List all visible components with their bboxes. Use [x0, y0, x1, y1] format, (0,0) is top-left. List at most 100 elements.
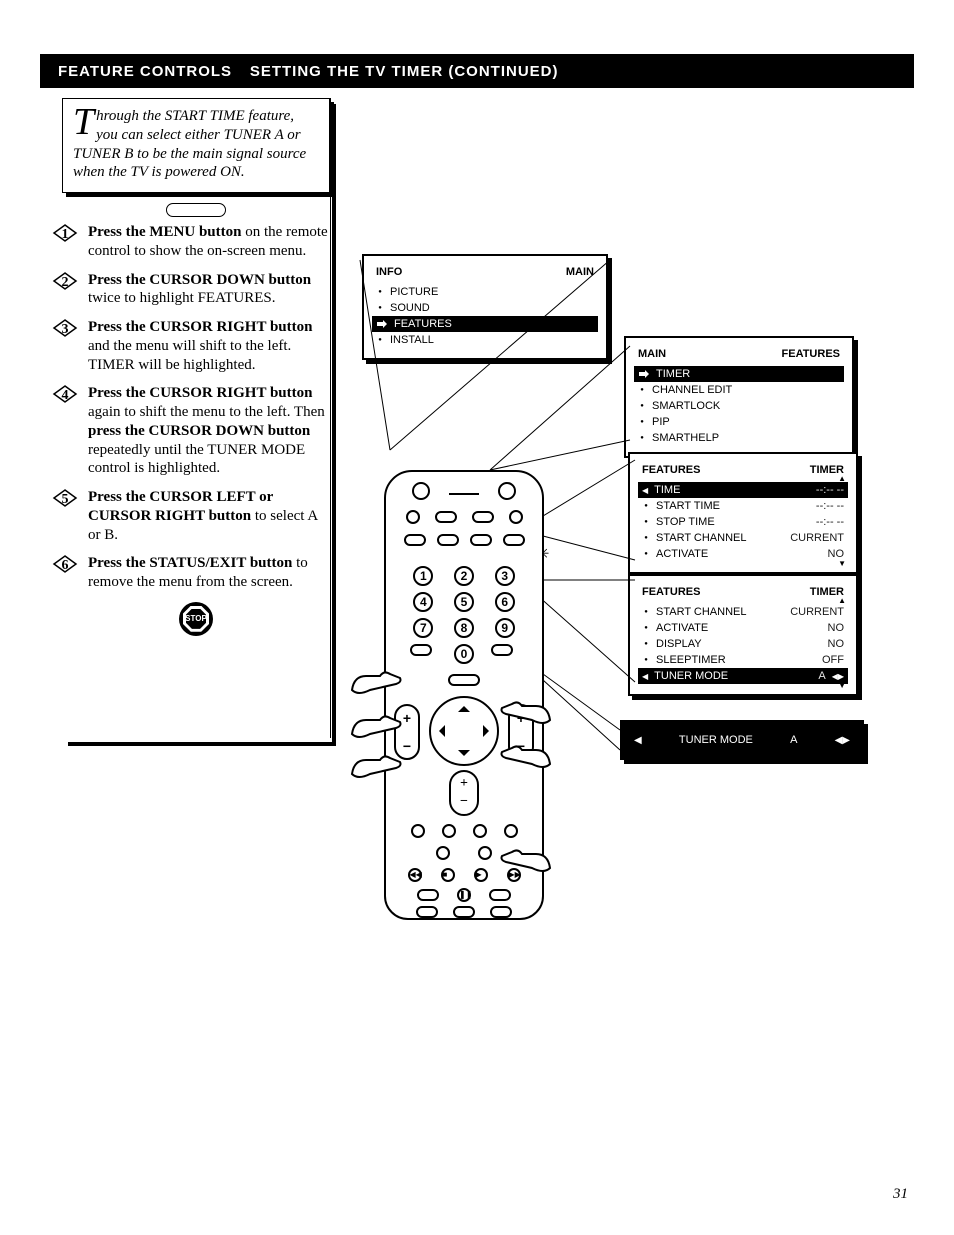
page-number: 31 — [893, 1186, 908, 1203]
osd-item: ●START CHANNELCURRENT — [642, 530, 844, 546]
osd-item: ●INSTALL — [376, 332, 594, 348]
intro-dropcap: T — [73, 107, 96, 137]
remote-btn[interactable] — [509, 510, 523, 524]
osd-timer-menu: FEATURES TIMER ▲ ◀ TIME --:-- -- ●START … — [628, 452, 858, 574]
step-text: again to shift the menu to the left. The… — [88, 404, 325, 420]
remote-btn[interactable] — [472, 511, 494, 523]
remote-btn[interactable] — [490, 906, 512, 918]
osd-item-selected: ◀ TIME --:-- -- — [638, 482, 848, 498]
pause-icon[interactable]: ❚❚ — [457, 888, 471, 902]
osd-item: ●SMARTHELP — [638, 430, 840, 446]
remote-btn[interactable] — [470, 534, 492, 546]
final-value: A — [790, 734, 797, 746]
scroll-up-icon: ▲ — [838, 596, 846, 605]
remote-key[interactable]: 7 — [413, 618, 433, 638]
remote-btn[interactable] — [406, 510, 420, 524]
step-6: 6 Press the STATUS/EXIT button to remove… — [62, 554, 330, 592]
remote-btn[interactable] — [435, 511, 457, 523]
step-number-icon: 5 — [52, 489, 78, 507]
remote-btn[interactable] — [498, 482, 516, 500]
osd-item: ●START TIME--:-- -- — [642, 498, 844, 514]
remote-keypad: 1 2 3 4 5 6 7 8 9 0 — [410, 566, 518, 664]
remote-btn[interactable] — [437, 534, 459, 546]
osd-left-label: FEATURES — [642, 586, 700, 598]
cursor-up-icon[interactable] — [458, 700, 470, 712]
remote-key[interactable]: 5 — [454, 592, 474, 612]
leftcol-rule — [330, 98, 331, 738]
remote-btn[interactable] — [503, 534, 525, 546]
divider-pill — [166, 203, 226, 217]
remote-btn[interactable] — [411, 824, 425, 838]
osd-item: ●CHANNEL EDIT — [638, 382, 840, 398]
step-number-icon: 2 — [52, 272, 78, 290]
remote-btn[interactable] — [504, 824, 518, 838]
step-bold: Press the CURSOR LEFT or CURSOR RIGHT bu… — [88, 489, 273, 524]
osd-item: ●STOP TIME--:-- -- — [642, 514, 844, 530]
scroll-down-icon: ▼ — [838, 681, 846, 690]
osd-timer-menu-scrolled: FEATURES TIMER ▲ ●START CHANNELCURRENT ●… — [628, 574, 858, 696]
remote-btn[interactable] — [412, 482, 430, 500]
remote-center-rocker[interactable]: +− — [449, 770, 479, 816]
stop-transport-icon[interactable]: ■ — [441, 868, 455, 882]
final-label: TUNER MODE — [679, 734, 753, 746]
cursor-right-icon[interactable] — [483, 725, 495, 737]
remote-key[interactable]: 9 — [495, 618, 515, 638]
arrow-left-icon: ◀ — [634, 735, 642, 746]
remote-key[interactable]: 3 — [495, 566, 515, 586]
step-3: 3 Press the CURSOR RIGHT button and the … — [62, 318, 330, 374]
play-icon[interactable]: ▶ — [474, 868, 488, 882]
step-bold: Press the CURSOR DOWN button — [88, 272, 311, 288]
remote-vol-rocker[interactable]: +− — [508, 704, 534, 760]
page-corner-icon — [874, 56, 908, 86]
page-banner: FEATURE CONTROLS SETTING THE TV TIMER (C… — [40, 54, 914, 88]
remote-dpad[interactable] — [429, 696, 499, 766]
osd-item: ●ACTIVATENO — [642, 546, 844, 562]
remote-key[interactable]: 2 — [454, 566, 474, 586]
remote-btn[interactable] — [436, 846, 450, 860]
remote-key[interactable] — [491, 644, 513, 656]
remote-key[interactable]: 4 — [413, 592, 433, 612]
svg-text:2: 2 — [62, 275, 69, 290]
stop-badge-wrap: STOP — [62, 602, 330, 641]
osd-item: ●SMARTLOCK — [638, 398, 840, 414]
remote-key[interactable] — [410, 644, 432, 656]
osd-left-label: FEATURES — [642, 464, 700, 476]
osd-left-label: INFO — [376, 266, 402, 278]
step-number-icon: 3 — [52, 319, 78, 337]
intro-text: hrough the START TIME feature, you can s… — [73, 108, 306, 180]
osd-final-strip: ◀ TUNER MODE A ◀▶ — [620, 720, 864, 760]
step-number-icon: 1 — [52, 224, 78, 242]
ffwd-icon[interactable]: ▶▶ — [507, 868, 521, 882]
remote-key[interactable]: 0 — [454, 644, 474, 664]
banner-section: FEATURE CONTROLS — [58, 63, 232, 80]
osd-item: ●SLEEPTIMEROFF — [642, 652, 844, 668]
osd-item-selected: ◀ TUNER MODE A ◀▶ — [638, 668, 848, 684]
remote-ch-rocker[interactable]: +− — [394, 704, 420, 760]
arrow-left-icon: ◀ — [642, 486, 648, 495]
osd-item-selected: FEATURES — [372, 316, 598, 332]
arrow-lr-icon: ◀▶ — [835, 735, 850, 746]
osd-item: ●PIP — [638, 414, 840, 430]
osd-left-label: MAIN — [638, 348, 666, 360]
remote-btn[interactable] — [453, 906, 475, 918]
instruction-column: T hrough the START TIME feature, you can… — [62, 98, 330, 641]
cursor-down-icon[interactable] — [458, 750, 470, 762]
remote-btn[interactable] — [442, 824, 456, 838]
step-bold: Press the CURSOR RIGHT button — [88, 319, 312, 335]
step-text: twice to highlight FEATURES. — [88, 290, 276, 306]
step-2: 2 Press the CURSOR DOWN button twice to … — [62, 271, 330, 309]
remote-btn[interactable] — [489, 889, 511, 901]
rewind-icon[interactable]: ◀◀ — [408, 868, 422, 882]
remote-btn[interactable] — [404, 534, 426, 546]
remote-btn[interactable] — [416, 906, 438, 918]
remote-key[interactable]: 8 — [454, 618, 474, 638]
cursor-left-icon[interactable] — [433, 725, 445, 737]
remote-key[interactable]: 1 — [413, 566, 433, 586]
osd-right-label: FEATURES — [782, 348, 840, 360]
remote-btn[interactable] — [478, 846, 492, 860]
step-number-icon: 4 — [52, 385, 78, 403]
remote-key[interactable]: 6 — [495, 592, 515, 612]
remote-menu-button[interactable] — [448, 674, 480, 686]
remote-btn[interactable] — [473, 824, 487, 838]
remote-btn[interactable] — [417, 889, 439, 901]
